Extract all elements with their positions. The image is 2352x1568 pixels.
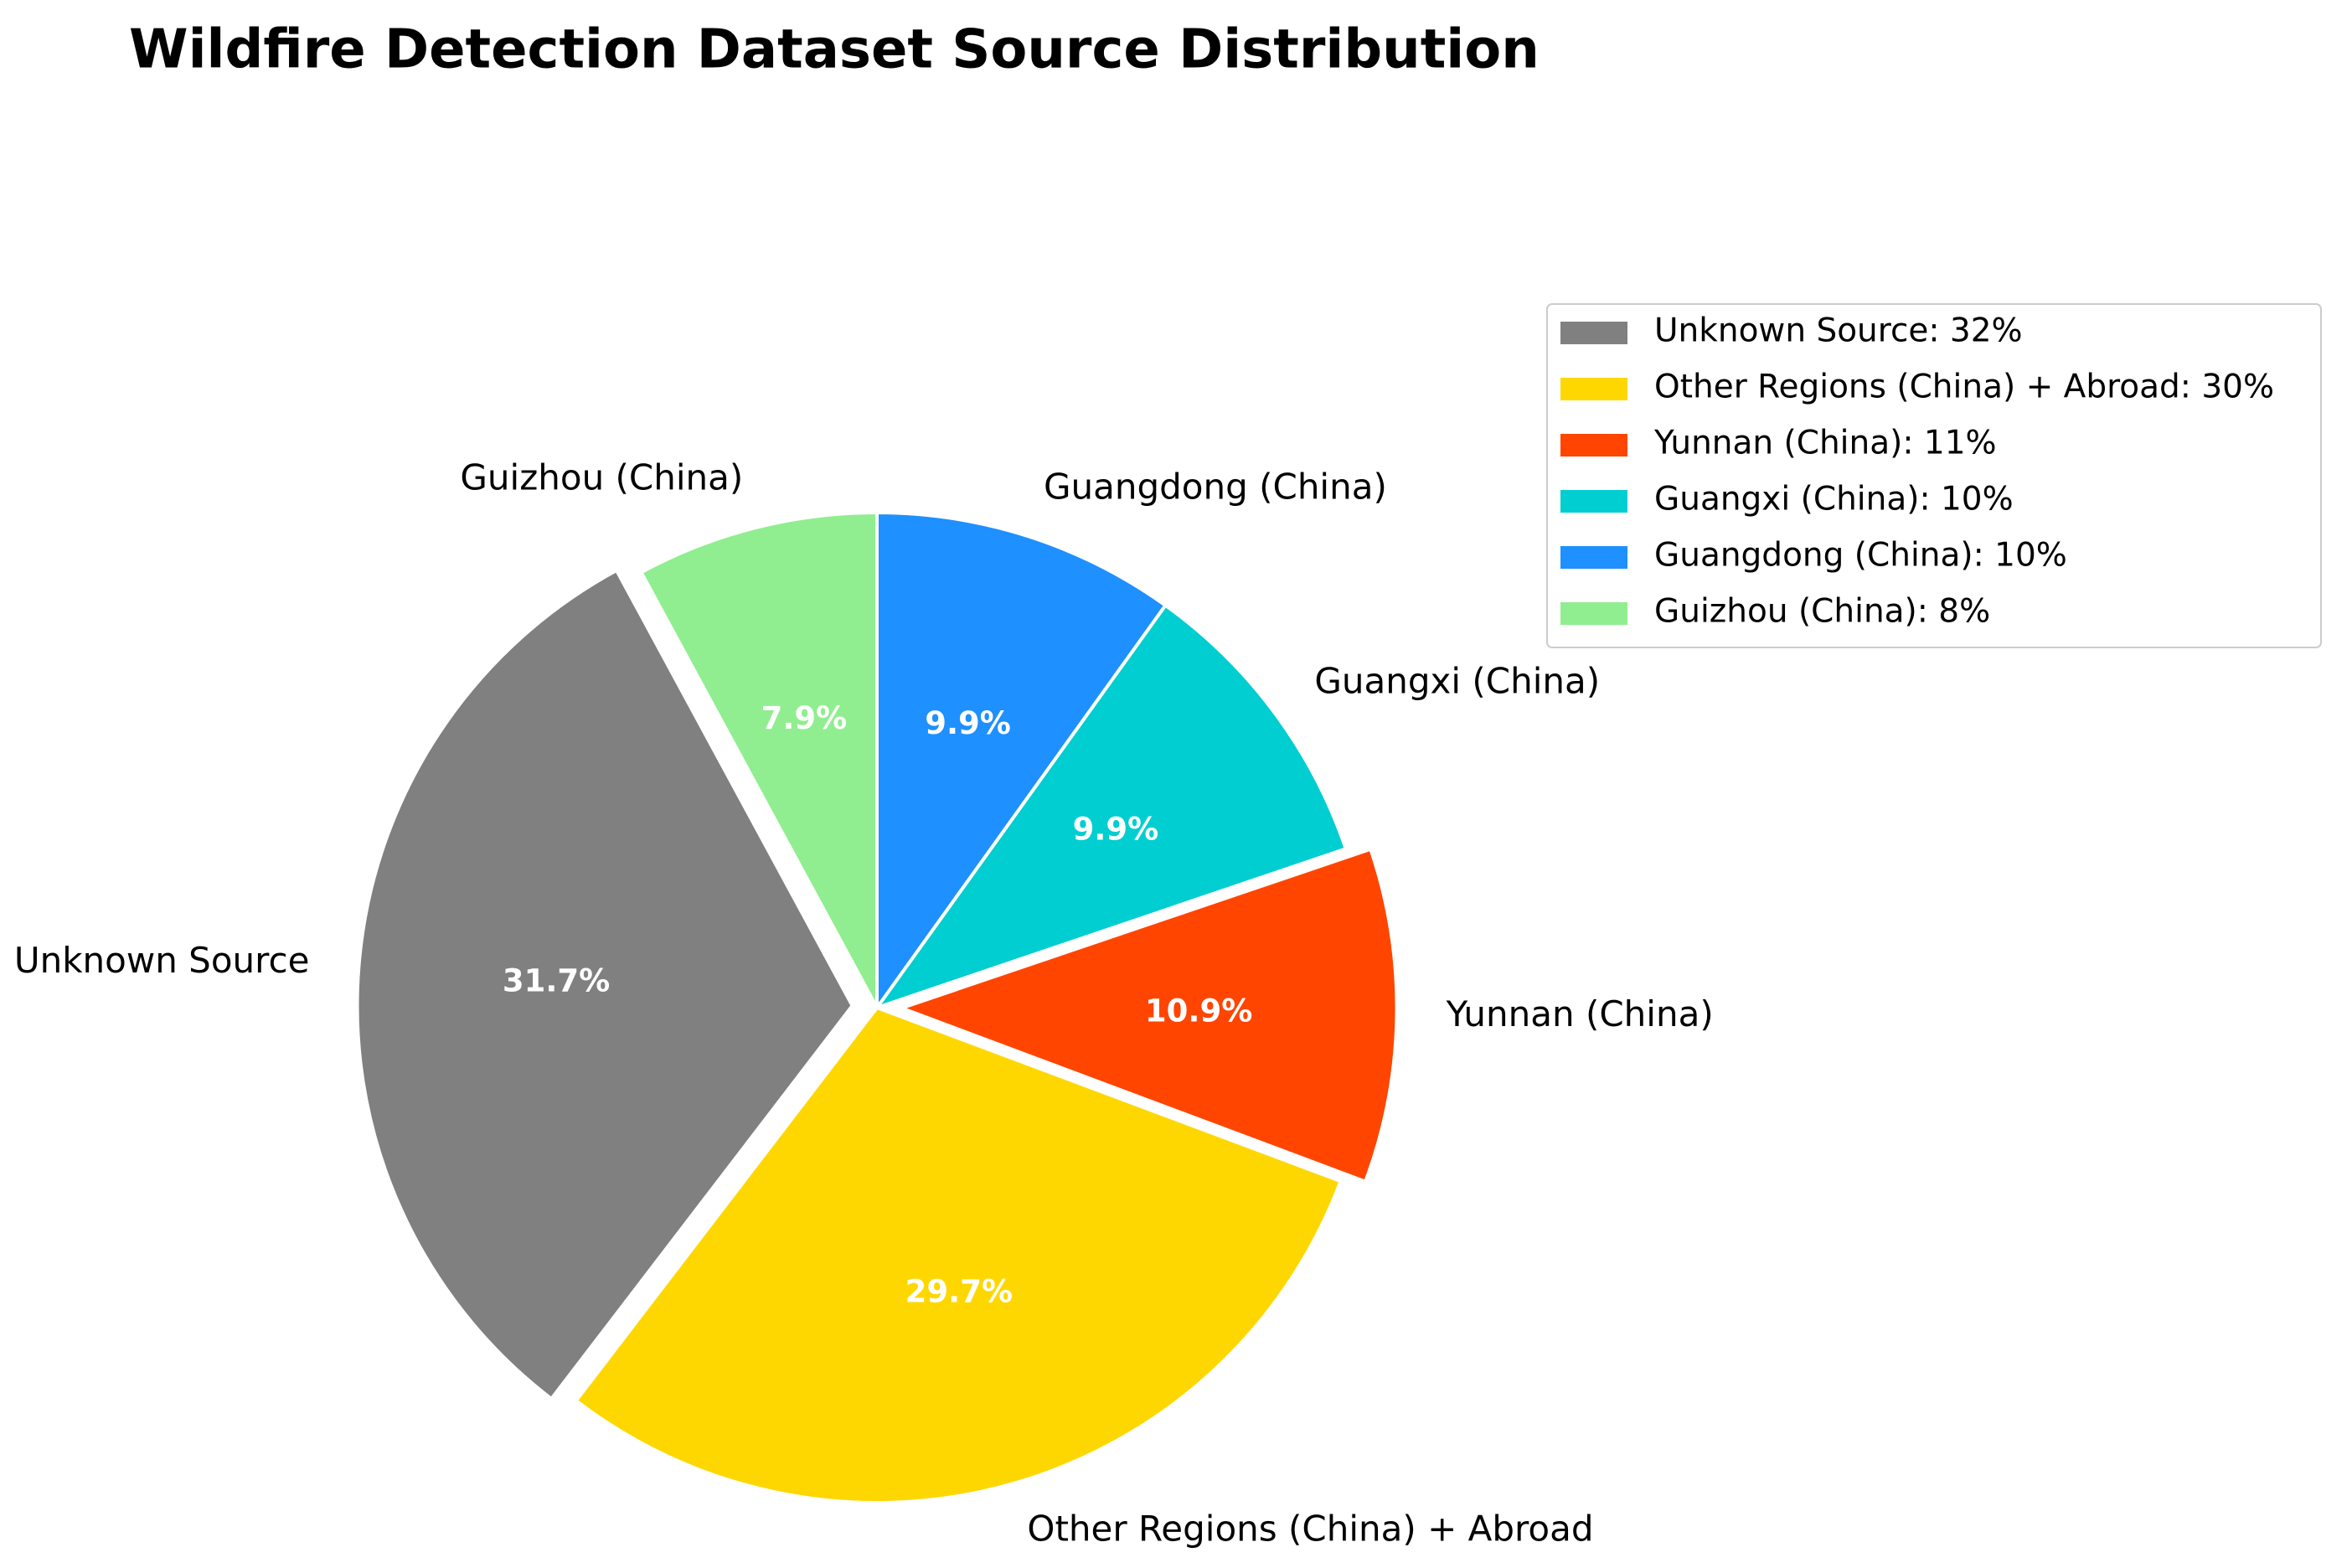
legend-swatch xyxy=(1560,602,1627,625)
value-label: 31.7% xyxy=(503,962,610,998)
pie-slice xyxy=(875,510,1168,1014)
legend-label: Unknown Source: 32% xyxy=(1654,312,2023,350)
chart-title: Wildfire Detection Dataset Source Distri… xyxy=(129,19,1540,81)
legend-label: Guizhou (China): 8% xyxy=(1654,593,1990,631)
value-label: 10.9% xyxy=(1145,993,1252,1029)
pie-slice xyxy=(573,1005,1344,1504)
slice-label: Other Regions (China) + Abroad xyxy=(1027,1508,1593,1549)
value-label: 9.9% xyxy=(1073,811,1159,847)
legend-swatch xyxy=(1560,378,1627,400)
value-label: 29.7% xyxy=(905,1273,1013,1309)
legend-swatch xyxy=(1560,490,1627,513)
legend-swatch xyxy=(1560,434,1627,456)
slice-label: Guangxi (China) xyxy=(1314,660,1600,701)
value-label: 9.9% xyxy=(925,705,1011,741)
slice-label: Yunnan (China) xyxy=(1446,993,1714,1034)
pie-slice xyxy=(638,510,879,1008)
slice-label: Unknown Source xyxy=(14,940,310,981)
legend-label: Yunnan (China): 11% xyxy=(1653,425,1997,462)
legend-label: Other Regions (China) + Abroad: 30% xyxy=(1654,369,2274,406)
legend-label: Guangdong (China): 10% xyxy=(1654,537,2067,575)
pie-slice xyxy=(355,568,854,1401)
slice-label: Guizhou (China) xyxy=(460,456,743,498)
legend-swatch xyxy=(1560,546,1627,569)
legend-box xyxy=(1546,303,2322,648)
legend-label: Guangxi (China): 10% xyxy=(1654,481,2014,518)
pie-slice xyxy=(872,602,1349,1011)
pie-slice xyxy=(896,847,1399,1184)
value-label: 7.9% xyxy=(761,700,848,736)
legend-swatch xyxy=(1560,322,1627,344)
slice-label: Guangdong (China) xyxy=(1044,467,1387,508)
